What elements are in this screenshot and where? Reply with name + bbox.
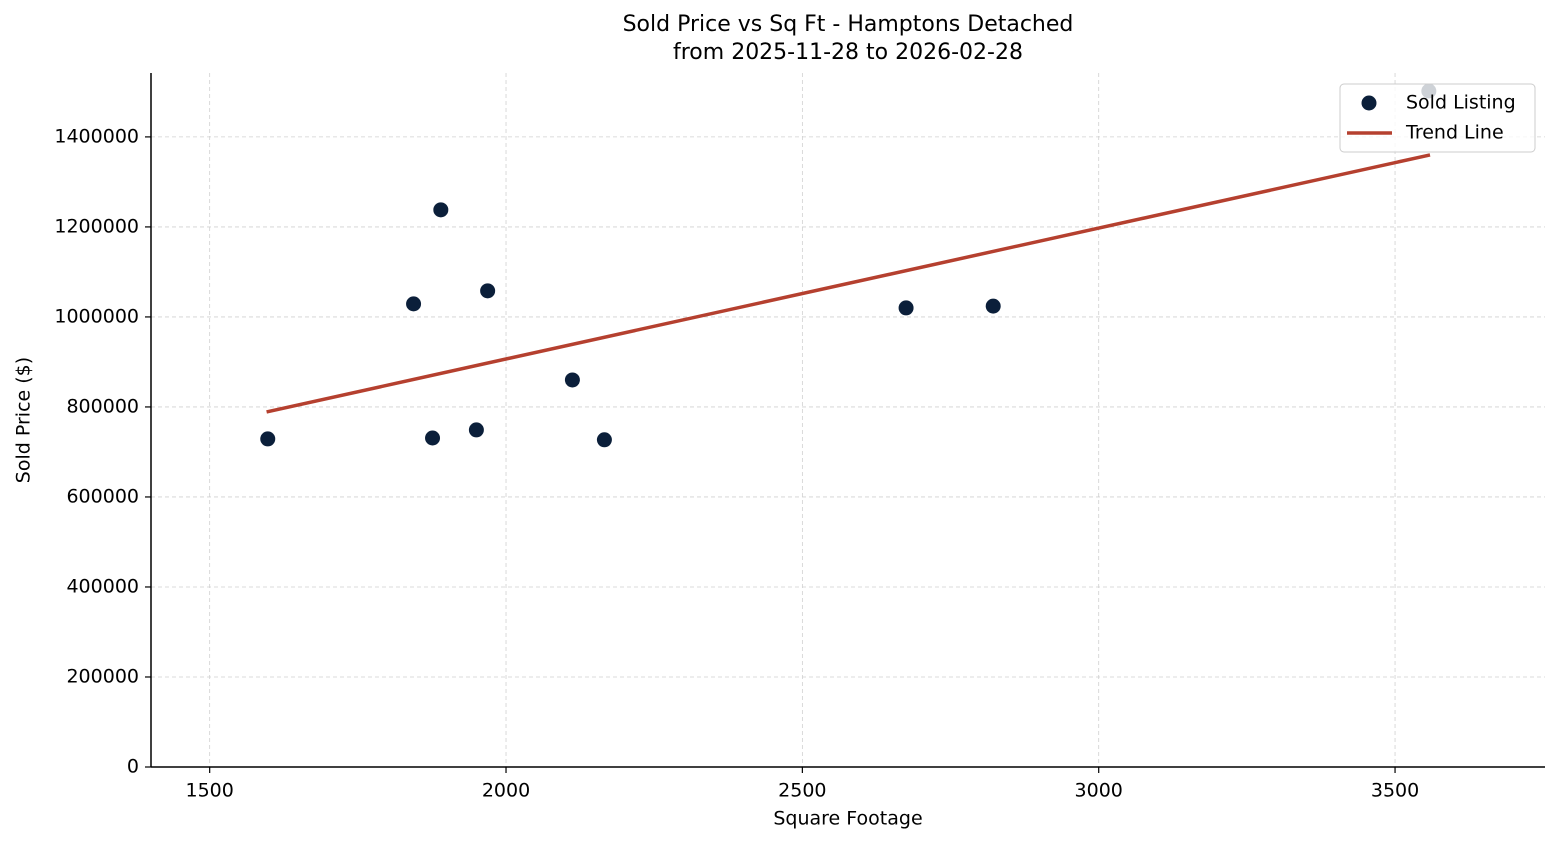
point — [406, 296, 422, 312]
x-tick-label: 3000 — [1075, 780, 1123, 802]
y-tick-label: 0 — [127, 756, 139, 778]
point — [564, 372, 580, 388]
y-tick-label: 1000000 — [54, 305, 139, 327]
grid — [151, 73, 1545, 768]
point — [898, 300, 914, 316]
point — [433, 202, 449, 218]
x-tick-label: 2500 — [778, 780, 826, 802]
legend-marker — [1361, 95, 1377, 111]
point — [468, 422, 484, 438]
x-tick-label: 3500 — [1371, 780, 1419, 802]
point — [425, 430, 441, 446]
chart-title: Sold Price vs Sq Ft - Hamptons Detached — [623, 12, 1074, 37]
x-tick-label: 2000 — [482, 780, 530, 802]
legend: Sold Listing Trend Line — [1339, 83, 1536, 153]
trend-line — [266, 153, 1431, 414]
point — [480, 283, 496, 299]
x-axis-label: Square Footage — [773, 808, 922, 830]
y-tick-label: 1200000 — [54, 215, 139, 237]
legend-label: Trend Line — [1405, 122, 1504, 144]
point — [596, 432, 612, 448]
legend-box — [1339, 83, 1536, 153]
x-tick-label: 1500 — [185, 780, 233, 802]
chart-subtitle: from 2025-11-28 to 2026-02-28 — [673, 40, 1023, 65]
y-tick-label: 600000 — [66, 485, 139, 507]
y-tick-label: 800000 — [66, 395, 139, 417]
point — [985, 298, 1001, 314]
plot-area — [260, 83, 1437, 448]
y-tick-label: 200000 — [66, 665, 139, 687]
y-tick-label: 400000 — [66, 575, 139, 597]
y-axis-label: Sold Price ($) — [13, 357, 35, 483]
point — [260, 431, 276, 447]
y-tick-label: 1400000 — [54, 125, 139, 147]
legend-label: Sold Listing — [1406, 92, 1516, 114]
